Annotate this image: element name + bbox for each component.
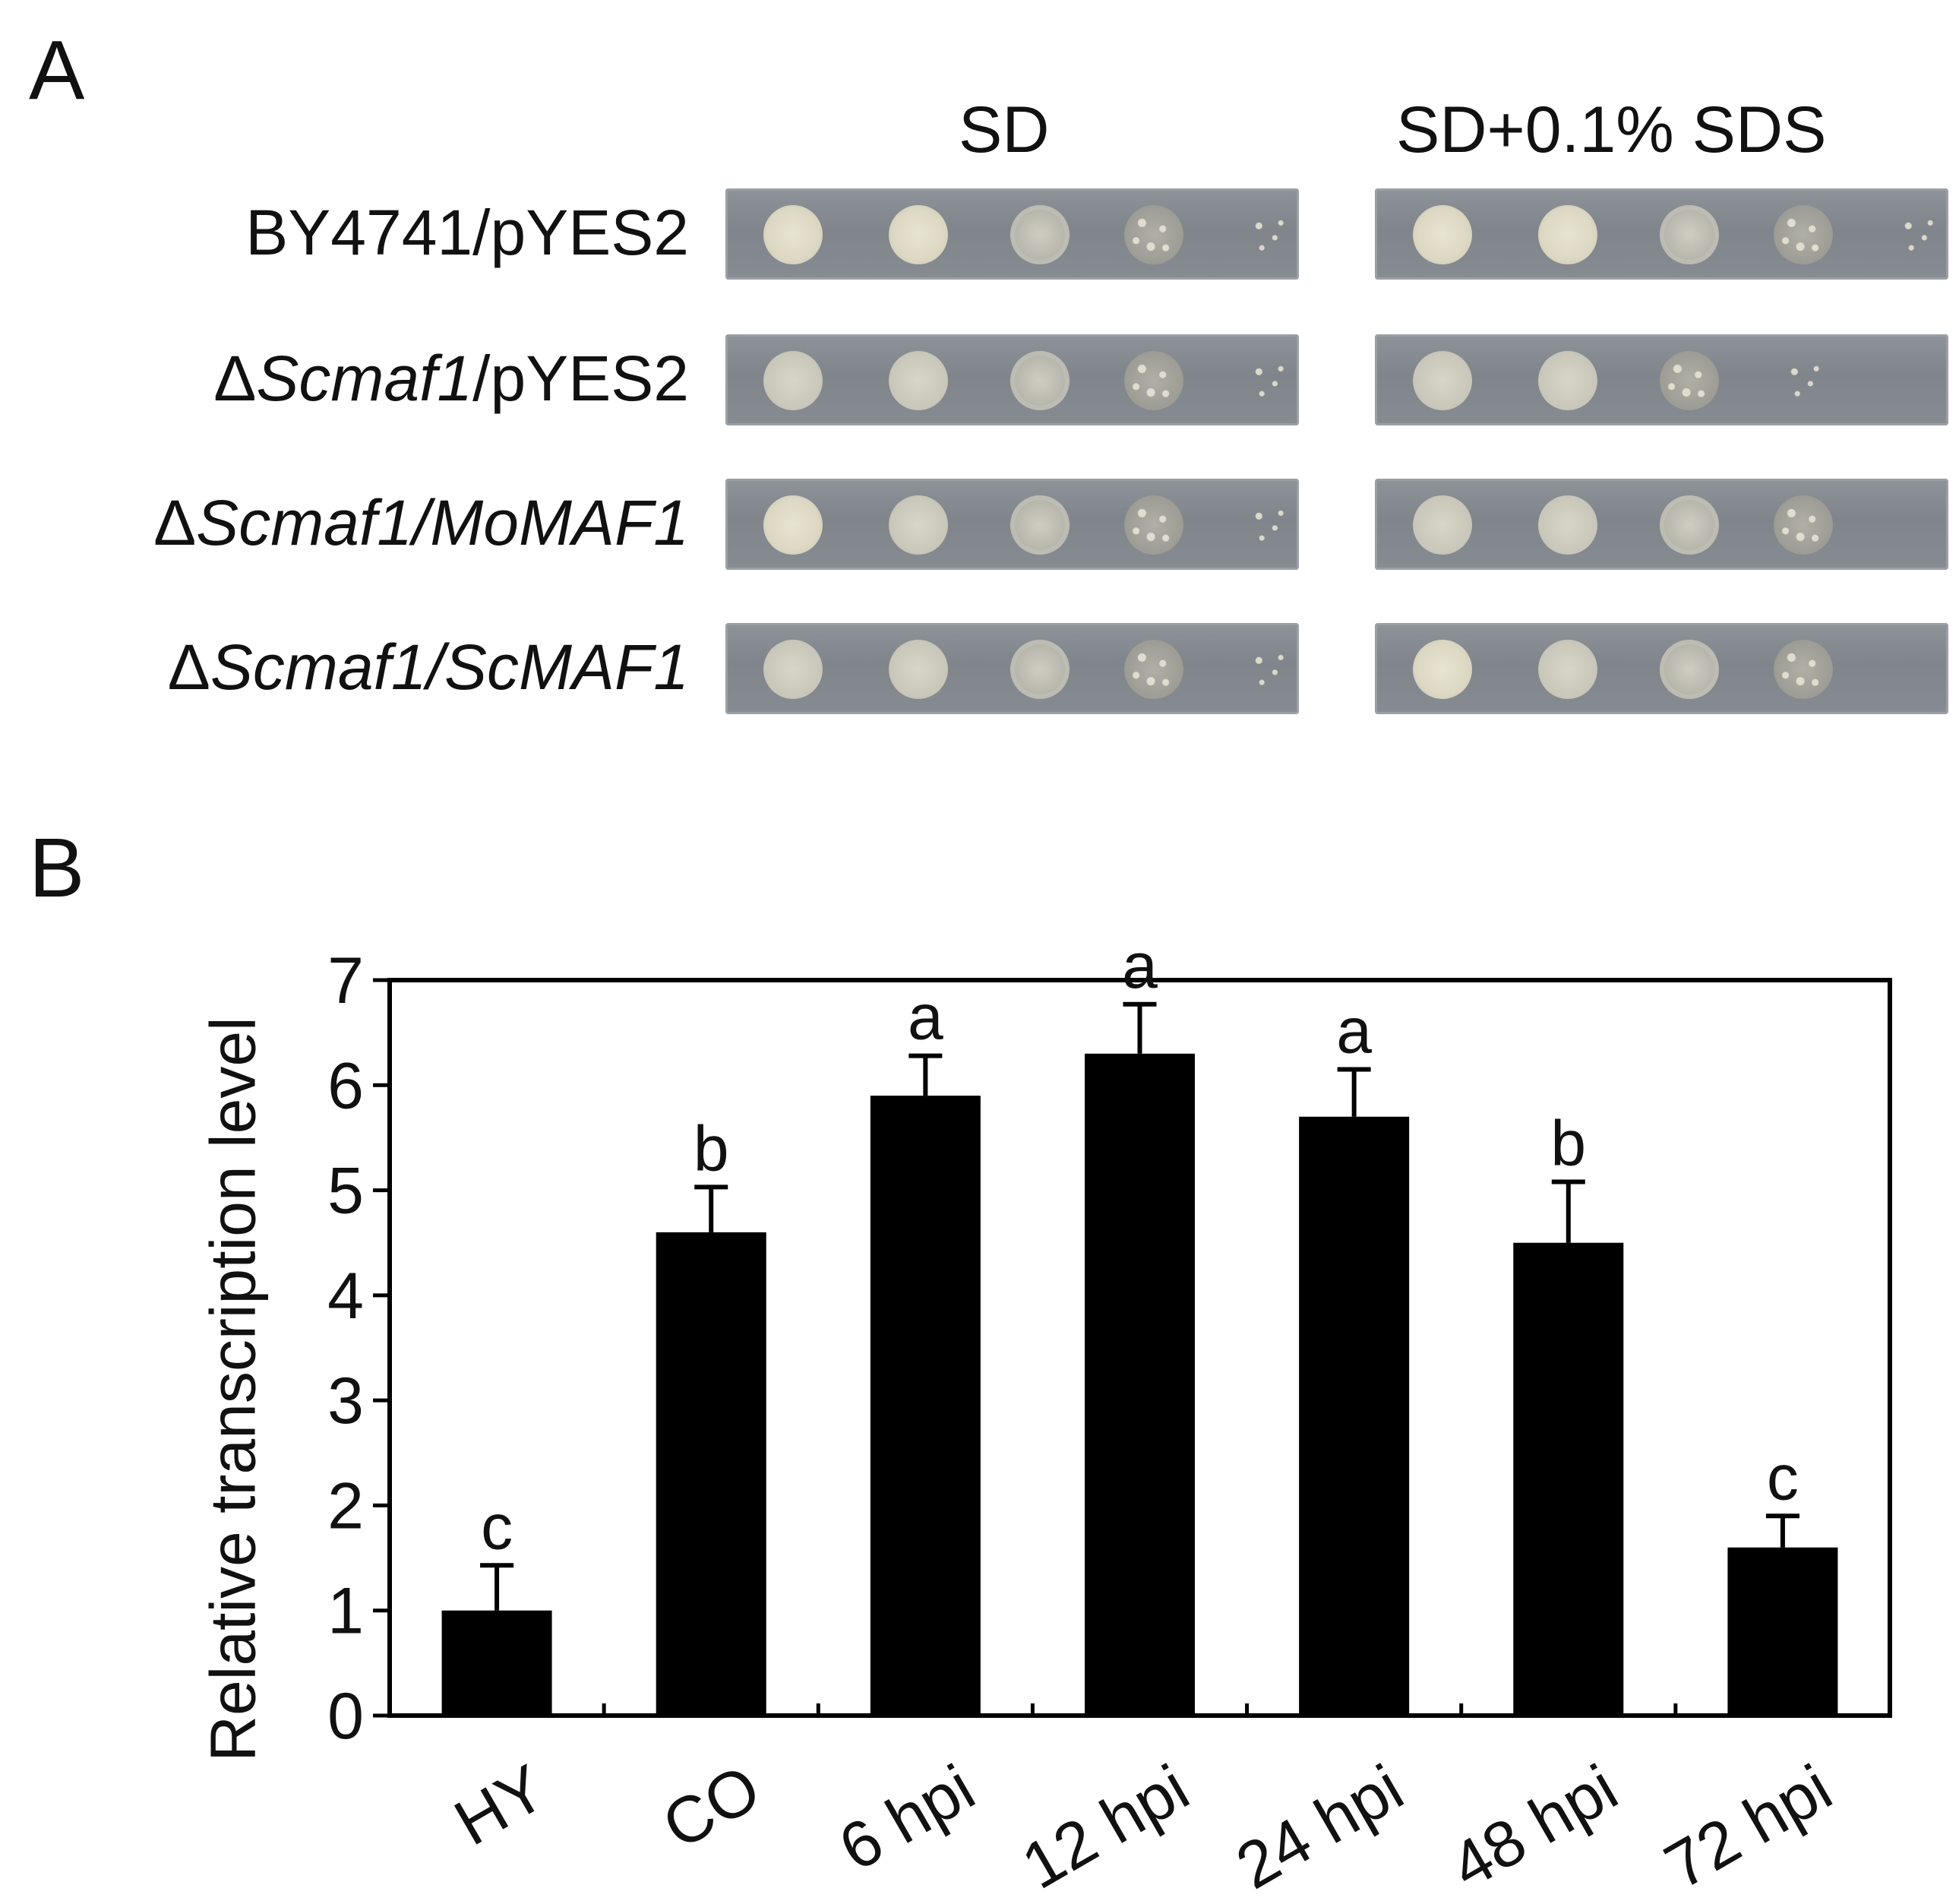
colony-spot: [1888, 205, 1947, 264]
colony-spot: [763, 495, 823, 555]
colony-spot: [1010, 640, 1070, 699]
colony-spot: [1238, 495, 1297, 555]
spot-plate: [1375, 479, 1948, 570]
colony-spot: [1124, 495, 1183, 555]
significance-letter: c: [481, 1491, 513, 1562]
y-tick-label: 3: [327, 1365, 364, 1437]
colony-spot: [1238, 205, 1297, 264]
bar: [1299, 1116, 1410, 1716]
colony-spot: [1660, 351, 1719, 410]
strain-label: ΔScmaf1/MoMAF1: [153, 491, 689, 555]
colony-spot: [889, 640, 948, 699]
colony-spot: [1660, 205, 1719, 264]
colony-spot: [889, 205, 948, 264]
colony-spot: [1010, 205, 1070, 264]
x-tick-label: 12 hpi: [1010, 1751, 1201, 1903]
colony-spot: [1124, 205, 1183, 264]
significance-letter: c: [1767, 1441, 1799, 1513]
y-tick-label: 1: [327, 1575, 364, 1648]
panel-b-letter: B: [29, 821, 85, 915]
colony-spot: [1774, 351, 1833, 410]
strain-label-part: Scmaf1: [256, 343, 473, 414]
colony-spot: [1774, 205, 1833, 264]
bar: [441, 1610, 552, 1716]
colony-spot: [1413, 495, 1472, 555]
strain-label-part: Scmaf1/ScMAF1: [210, 631, 689, 703]
x-tick-label: CO: [651, 1751, 773, 1864]
spot-plate: [725, 334, 1299, 425]
panel-a-letter: A: [29, 24, 85, 117]
condition-title-sds: SD+0.1% SDS: [1396, 93, 1827, 166]
strain-label-part: Scmaf1/MoMAF1: [196, 487, 689, 558]
y-tick-label: 7: [327, 944, 364, 1017]
x-tick-label: 24 hpi: [1224, 1751, 1415, 1903]
bar: [1513, 1242, 1624, 1716]
colony-spot: [1124, 640, 1183, 699]
colony-spot: [763, 351, 823, 410]
bar: [870, 1096, 981, 1716]
strain-label: BY4741/pYES2: [245, 201, 689, 264]
strain-label-part: Δ: [167, 631, 210, 703]
colony-spot: [1238, 351, 1297, 410]
y-tick-label: 0: [327, 1680, 364, 1753]
spot-plate: [1375, 334, 1948, 425]
condition-title-sd: SD: [959, 93, 1050, 166]
colony-spot: [763, 205, 823, 264]
y-tick-label: 2: [327, 1469, 364, 1542]
significance-letter: a: [1336, 995, 1372, 1067]
colony-spot: [1010, 495, 1070, 555]
strain-label: ΔScmaf1/pYES2: [213, 346, 689, 410]
colony-spot: [1413, 640, 1472, 699]
x-tick-label: 72 hpi: [1653, 1751, 1844, 1903]
y-tick-label: 4: [327, 1260, 364, 1333]
spot-plate: [725, 188, 1299, 280]
colony-spot: [1774, 640, 1833, 699]
bar: [656, 1232, 766, 1716]
y-tick-label: 5: [327, 1155, 364, 1228]
colony-spot: [1660, 495, 1719, 555]
colony-spot: [1538, 640, 1597, 699]
strain-label-part: Δ: [213, 343, 257, 414]
colony-spot: [1538, 351, 1597, 410]
colony-spot: [889, 351, 948, 410]
colony-spot: [1010, 351, 1070, 410]
colony-spot: [889, 495, 948, 555]
colony-spot: [1538, 495, 1597, 555]
spot-plate: [1375, 623, 1948, 714]
colony-spot: [1124, 351, 1183, 410]
strain-label: ΔScmaf1/ScMAF1: [168, 635, 689, 699]
x-tick-label: 48 hpi: [1439, 1751, 1629, 1903]
y-tick-label: 6: [327, 1049, 364, 1122]
x-tick-label: HY: [443, 1751, 558, 1860]
colony-spot: [1774, 495, 1833, 555]
colony-spot: [1413, 205, 1472, 264]
bar: [1727, 1547, 1838, 1716]
colony-spot: [763, 640, 823, 699]
colony-spot: [1413, 351, 1472, 410]
strain-label-part: Δ: [153, 487, 197, 558]
colony-spot: [1238, 640, 1297, 699]
colony-spot: [1538, 205, 1597, 264]
strain-label-part: BY4741/pYES2: [245, 197, 689, 268]
x-tick-label: 6 hpi: [827, 1751, 987, 1885]
spot-plate: [1375, 188, 1948, 280]
significance-letter: a: [1122, 930, 1158, 1001]
significance-letter: b: [694, 1112, 729, 1184]
strain-label-part: /pYES2: [472, 343, 689, 414]
significance-letter: b: [1550, 1108, 1586, 1179]
bar: [1085, 1053, 1195, 1716]
colony-spot: [1660, 640, 1719, 699]
spot-plate: [725, 623, 1299, 714]
spot-plate: [725, 479, 1299, 570]
significance-letter: a: [908, 982, 943, 1053]
